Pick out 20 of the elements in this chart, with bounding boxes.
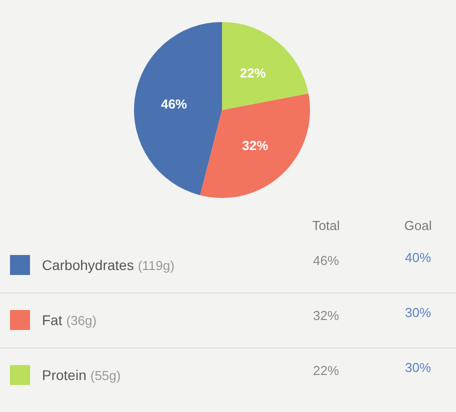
pie-slice [222, 22, 308, 110]
text: Goal [404, 218, 432, 233]
text: 40% [404, 250, 432, 265]
text: 30% [404, 360, 432, 375]
text: 30% [404, 305, 432, 320]
pie-slice [134, 22, 222, 196]
text: 46% [312, 253, 340, 268]
legend-label: Fat [42, 312, 62, 328]
legend-label: Carbohydrates [42, 257, 134, 273]
data-label: 46% [160, 96, 188, 112]
text: Total [312, 218, 340, 233]
data-label: 22% [240, 65, 266, 80]
pie-slice [200, 94, 310, 198]
data-label: 32% [242, 138, 269, 153]
text: (119g) [138, 258, 174, 273]
text: (55g) [90, 368, 121, 383]
text: (36g) [66, 313, 97, 328]
text: 32% [312, 308, 340, 323]
text: 22% [312, 363, 340, 378]
legend-label: Protein [42, 367, 86, 383]
